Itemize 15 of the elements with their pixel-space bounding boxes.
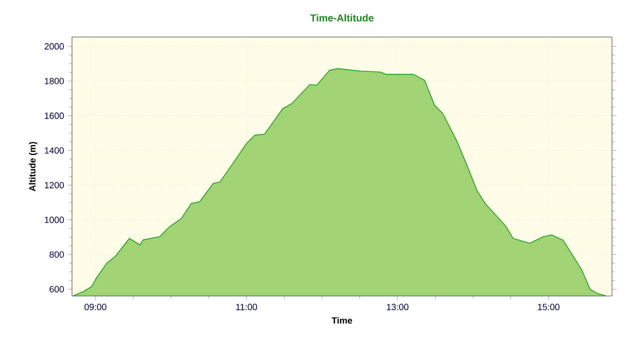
x-tick-label: 11:00 [236, 304, 258, 310]
y-tick-label: 600 [50, 286, 64, 292]
x-tick-label: 15:00 [538, 304, 560, 310]
chart-title: Time-Altitude [310, 14, 374, 22]
y-tick-label: 1000 [44, 216, 64, 224]
y-axis-title: Altitude (m) [28, 142, 38, 192]
y-tick-label: 800 [50, 251, 64, 258]
y-tick-label: 2000 [44, 43, 64, 50]
x-axis-title: Time [332, 317, 352, 324]
y-tick-label: 1800 [44, 78, 64, 84]
x-tick-label: 13:00 [386, 304, 408, 310]
y-tick-label: 1600 [44, 112, 64, 119]
x-tick-label: 09:00 [84, 304, 106, 310]
y-tick-label: 1200 [44, 182, 64, 188]
y-tick-label: 1400 [44, 147, 64, 154]
